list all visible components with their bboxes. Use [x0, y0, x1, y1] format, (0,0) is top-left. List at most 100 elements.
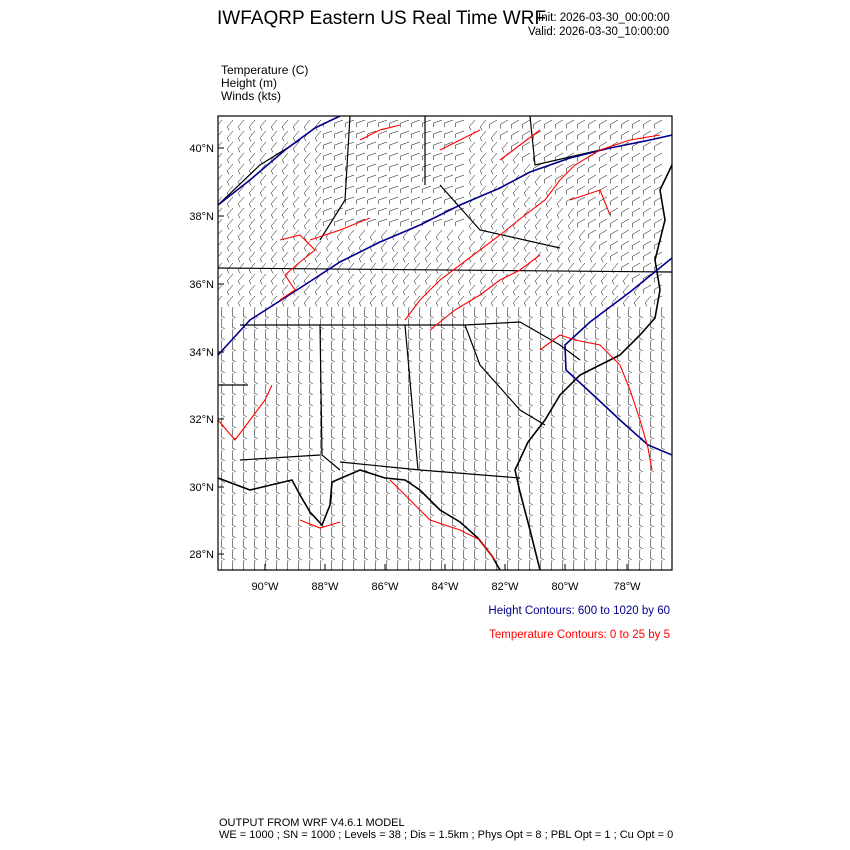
wind-barb — [609, 240, 619, 250]
wind-barb — [587, 119, 597, 129]
wind-barb — [462, 405, 467, 417]
wind-barb — [347, 284, 355, 296]
wind-barb — [226, 152, 234, 164]
wind-barb — [479, 163, 487, 175]
wind-barb — [572, 405, 577, 417]
wind-barb — [319, 515, 324, 527]
wind-barb — [363, 537, 368, 549]
wind-barb — [396, 493, 401, 505]
wind-barb — [323, 174, 333, 183]
wind-barb — [330, 306, 335, 318]
wind-barb — [396, 449, 401, 461]
wind-barb — [539, 383, 544, 395]
wind-barb — [484, 482, 489, 494]
wind-barb — [352, 328, 357, 340]
wind-barb — [583, 460, 588, 472]
wind-barb — [484, 317, 489, 329]
wind-barb — [512, 273, 520, 285]
wind-barb — [605, 427, 610, 439]
wind-barb — [440, 427, 445, 439]
wind-barb — [523, 218, 531, 230]
wind-barb — [385, 559, 389, 570]
wind-barb — [424, 295, 432, 307]
wind-barb — [385, 372, 390, 384]
wind-barb — [323, 163, 333, 172]
lon-label: 90°W — [251, 581, 279, 593]
wind-barb — [457, 295, 465, 307]
wind-barb — [468, 262, 476, 274]
wind-barb — [363, 548, 368, 560]
wind-barb — [539, 559, 543, 570]
wind-barb — [325, 251, 333, 263]
wind-barb — [550, 460, 555, 472]
wind-barb — [330, 427, 335, 439]
wind-barb — [583, 548, 588, 560]
wind-barb — [660, 383, 665, 395]
wind-barb — [248, 273, 256, 285]
wind-barb — [444, 130, 454, 139]
wind-barb — [411, 196, 421, 205]
wind-barb — [422, 196, 432, 205]
wind-barb — [539, 449, 544, 461]
wind-barb — [653, 174, 663, 184]
variable-temperature: Temperature (C) — [221, 63, 309, 77]
wind-barb — [576, 218, 586, 228]
wind-barb — [297, 460, 302, 472]
wind-barb — [616, 438, 621, 450]
wind-barb — [457, 284, 465, 296]
wind-barb — [281, 295, 289, 307]
wind-barb — [576, 174, 586, 184]
wind-barb — [451, 328, 456, 340]
wind-barb — [484, 405, 489, 417]
wind-barb — [400, 130, 410, 139]
wind-barb — [281, 152, 289, 164]
wind-barb — [259, 262, 267, 274]
wind-barb — [565, 141, 575, 151]
wind-barb — [319, 438, 324, 450]
wind-barb — [627, 449, 632, 461]
wind-barb — [600, 284, 608, 296]
wind-barb — [400, 207, 410, 216]
wind-barb — [314, 196, 322, 208]
wind-barb — [396, 559, 400, 570]
wind-barb — [543, 119, 553, 129]
lon-label: 84°W — [431, 581, 459, 593]
wind-barb — [444, 174, 454, 183]
wind-barb — [490, 196, 498, 208]
wind-barb — [231, 504, 236, 516]
wind-barb — [649, 493, 654, 505]
wind-barb — [308, 317, 313, 329]
wind-barb — [220, 328, 225, 340]
wind-barb — [275, 339, 280, 351]
wind-barb — [363, 372, 368, 384]
wind-barb — [367, 196, 377, 205]
wind-barb — [561, 306, 566, 318]
wind-barb — [418, 361, 423, 373]
wind-barb — [506, 471, 511, 483]
wind-barb — [484, 526, 489, 538]
wind-barb — [352, 493, 357, 505]
wind-barb — [380, 284, 388, 296]
wind-barb — [501, 284, 509, 296]
wind-barb — [521, 152, 531, 162]
wind-barb — [583, 339, 588, 351]
wind-barb — [462, 493, 467, 505]
wind-barb — [292, 196, 300, 208]
wind-barb — [660, 394, 665, 406]
wind-barb — [543, 141, 553, 151]
wind-barb — [292, 273, 300, 285]
wind-barb — [495, 416, 500, 428]
wind-barb — [605, 416, 610, 428]
wind-barb — [330, 559, 334, 570]
wind-barb — [609, 163, 619, 173]
wind-barb — [479, 196, 487, 208]
wind-barb — [512, 196, 520, 208]
wind-barb — [363, 416, 368, 428]
wind-barb — [539, 471, 544, 483]
wind-barb — [550, 493, 555, 505]
wind-barb — [490, 273, 498, 285]
wind-barb — [528, 361, 533, 373]
wind-barb — [479, 251, 487, 263]
wind-barb — [281, 262, 289, 274]
wind-barb — [369, 229, 377, 241]
